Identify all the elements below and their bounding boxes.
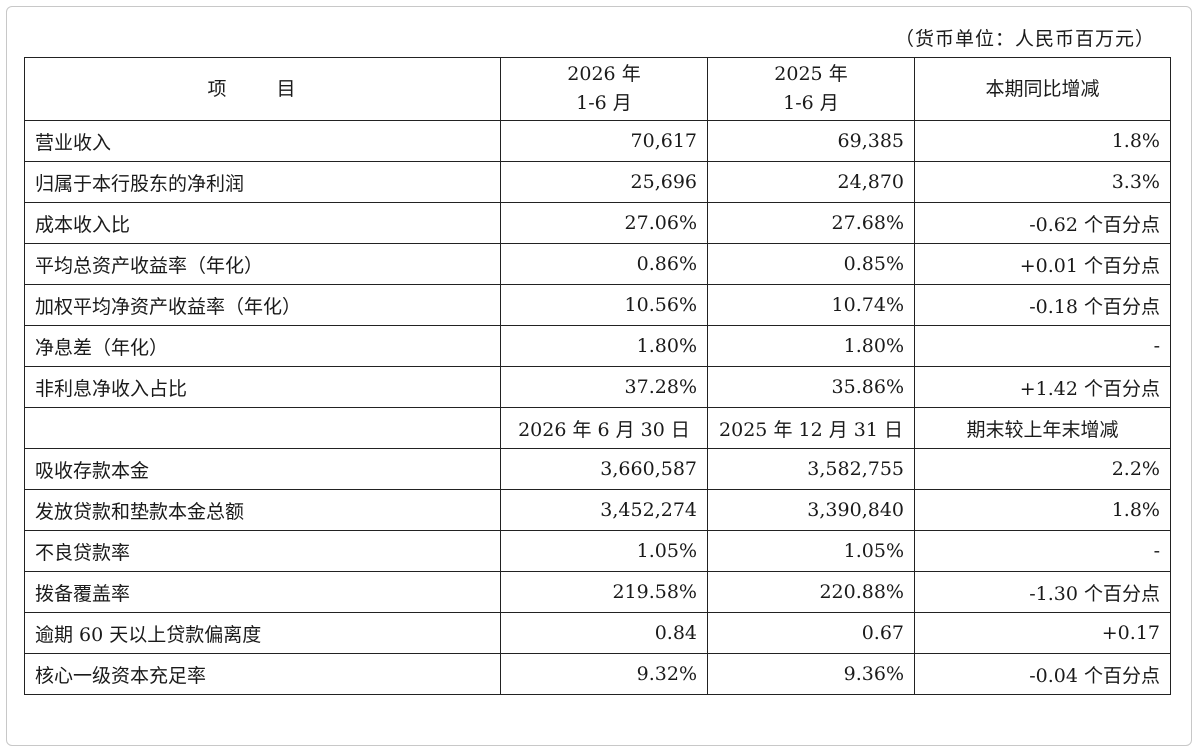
change-value: +0.17 [914,612,1171,654]
value-2026: 10.56% [500,284,708,326]
value-2025: 27.68% [707,202,915,244]
value-2026: 70,617 [500,120,708,162]
table-row: 加权平均净资产收益率（年化） 10.56% 10.74% -0.18 个百分点 [24,284,1171,326]
row-label: 加权平均净资产收益率（年化） [24,284,501,326]
table-row: 逾期 60 天以上贷款偏离度 0.84 0.67 +0.17 [24,612,1171,654]
currency-unit-note: （货币单位：人民币百万元） [894,28,1155,50]
value-2025: 69,385 [707,120,915,162]
row-label: 净息差（年化） [24,325,501,367]
header-2025-year: 2025 年 [774,63,848,85]
header-yoy-change: 本期同比增减 [914,57,1171,121]
value-2025: 10.74% [707,284,915,326]
change-value: 1.8% [914,489,1171,531]
value-2025: 220.88% [707,571,915,613]
subheader-item [24,407,501,449]
subheader-2025-12-31: 2025 年 12 月 31 日 [707,407,915,449]
table-row: 吸收存款本金 3,660,587 3,582,755 2.2% [24,448,1171,490]
financial-indicators-table: 项 目 2026 年 1-6 月 2025 年 1-6 月 本期同比增减 营业收… [24,57,1171,695]
change-value: +0.01 个百分点 [914,243,1171,285]
value-2026: 1.05% [500,530,708,572]
header-2026-h1: 2026 年 1-6 月 [500,57,708,121]
value-2025: 3,390,840 [707,489,915,531]
change-value: -0.62 个百分点 [914,202,1171,244]
table-header-row: 项 目 2026 年 1-6 月 2025 年 1-6 月 本期同比增减 [24,57,1171,121]
table-row: 归属于本行股东的净利润 25,696 24,870 3.3% [24,161,1171,203]
row-label: 核心一级资本充足率 [24,653,501,695]
row-label: 营业收入 [24,120,501,162]
row-label: 非利息净收入占比 [24,366,501,408]
value-2025: 1.05% [707,530,915,572]
change-value: -0.18 个百分点 [914,284,1171,326]
table-row: 净息差（年化） 1.80% 1.80% - [24,325,1171,367]
subheader-period-end-change: 期末较上年末增减 [914,407,1171,449]
value-2026: 3,452,274 [500,489,708,531]
value-2026: 0.86% [500,243,708,285]
change-value: - [914,325,1171,367]
header-item: 项 目 [24,57,501,121]
table-row: 不良贷款率 1.05% 1.05% - [24,530,1171,572]
table-row: 成本收入比 27.06% 27.68% -0.62 个百分点 [24,202,1171,244]
value-2026: 3,660,587 [500,448,708,490]
header-2025-months: 1-6 月 [783,92,839,114]
change-value: 3.3% [914,161,1171,203]
table-row: 非利息净收入占比 37.28% 35.86% +1.42 个百分点 [24,366,1171,408]
row-label: 平均总资产收益率（年化） [24,243,501,285]
change-value: 2.2% [914,448,1171,490]
value-2025: 0.67 [707,612,915,654]
change-value: - [914,530,1171,572]
change-value: +1.42 个百分点 [914,366,1171,408]
table-row: 发放贷款和垫款本金总额 3,452,274 3,390,840 1.8% [24,489,1171,531]
value-2026: 27.06% [500,202,708,244]
value-2025: 24,870 [707,161,915,203]
header-2026-months: 1-6 月 [576,92,632,114]
header-2025-h1: 2025 年 1-6 月 [707,57,915,121]
row-label: 归属于本行股东的净利润 [24,161,501,203]
subheader-2026-06-30: 2026 年 6 月 30 日 [500,407,708,449]
value-2026: 219.58% [500,571,708,613]
row-label: 逾期 60 天以上贷款偏离度 [24,612,501,654]
row-label: 不良贷款率 [24,530,501,572]
header-2026-year: 2026 年 [567,63,641,85]
value-2026: 9.32% [500,653,708,695]
row-label: 成本收入比 [24,202,501,244]
value-2026: 37.28% [500,366,708,408]
table-row: 营业收入 70,617 69,385 1.8% [24,120,1171,162]
value-2026: 0.84 [500,612,708,654]
value-2025: 35.86% [707,366,915,408]
table-row: 平均总资产收益率（年化） 0.86% 0.85% +0.01 个百分点 [24,243,1171,285]
value-2026: 25,696 [500,161,708,203]
change-value: 1.8% [914,120,1171,162]
row-label: 吸收存款本金 [24,448,501,490]
table-row: 拨备覆盖率 219.58% 220.88% -1.30 个百分点 [24,571,1171,613]
value-2025: 1.80% [707,325,915,367]
table-subheader-row: 2026 年 6 月 30 日 2025 年 12 月 31 日期末较上年末增减 [24,407,1171,449]
value-2025: 9.36% [707,653,915,695]
change-value: -0.04 个百分点 [914,653,1171,695]
value-2025: 0.85% [707,243,915,285]
row-label: 拨备覆盖率 [24,571,501,613]
row-label: 发放贷款和垫款本金总额 [24,489,501,531]
change-value: -1.30 个百分点 [914,571,1171,613]
value-2026: 1.80% [500,325,708,367]
document-frame [6,6,1192,746]
value-2025: 3,582,755 [707,448,915,490]
table-row: 核心一级资本充足率 9.32% 9.36% -0.04 个百分点 [24,653,1171,695]
